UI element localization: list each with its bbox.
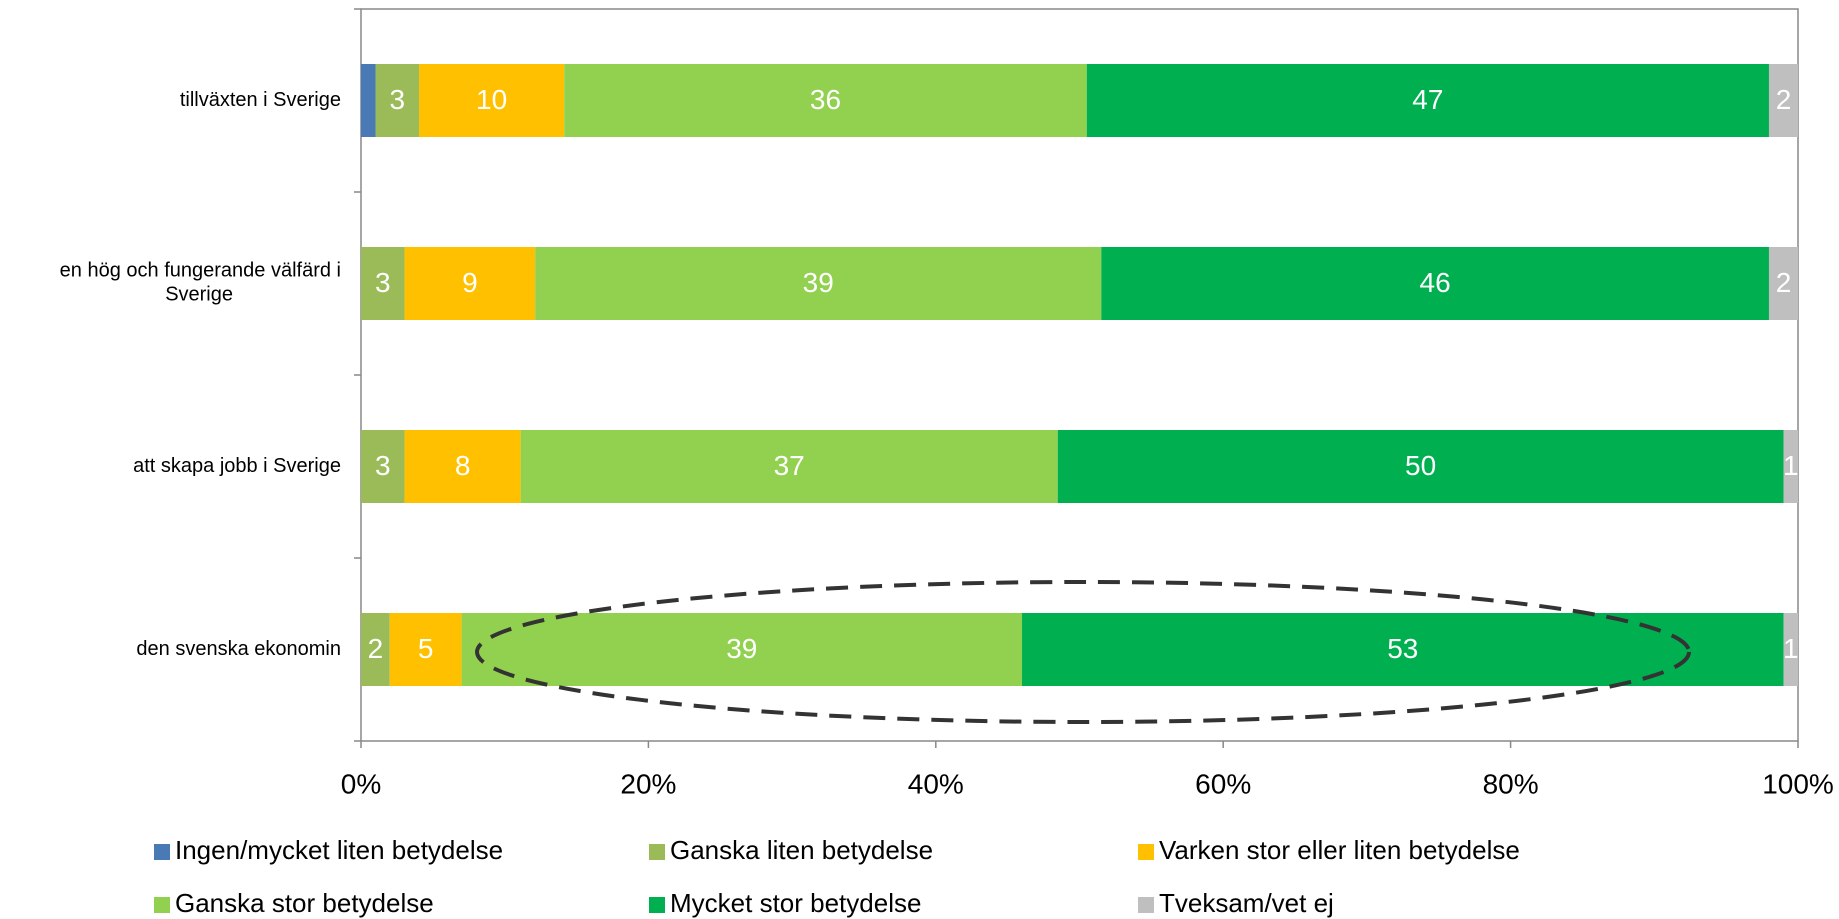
- bar-segment: [1086, 64, 1769, 137]
- bar-segment: [520, 430, 1058, 503]
- data-label: 9: [462, 267, 478, 298]
- data-label: 10: [476, 84, 507, 115]
- bar-segment: [535, 247, 1102, 320]
- x-tick-label: 20%: [620, 768, 676, 799]
- data-label: 8: [455, 450, 471, 481]
- y-tick-label: att skapa jobb i Sverige: [133, 455, 341, 477]
- bar-segment: [361, 613, 390, 686]
- bars: 3 10 36 47 23 9 39 46 23 8 37 50 12 5 39 53 1: [361, 64, 1799, 686]
- legend-swatch: [649, 897, 665, 913]
- bar-segment: [361, 247, 405, 320]
- data-label: 39: [803, 267, 834, 298]
- legend-label: Ingen/mycket liten betydelse: [175, 835, 503, 865]
- bar-segment: [1057, 430, 1784, 503]
- data-label: 3: [375, 267, 391, 298]
- data-label: 37: [774, 450, 805, 481]
- legend-swatch: [154, 897, 170, 913]
- data-label: 1: [1783, 450, 1799, 481]
- bar-segment: [1768, 64, 1798, 137]
- data-label: 39: [726, 633, 757, 664]
- data-label: 2: [368, 633, 384, 664]
- legend-label: Varken stor eller liten betydelse: [1159, 835, 1520, 865]
- x-tick-label: 0%: [341, 768, 381, 799]
- data-label: 3: [389, 84, 405, 115]
- legend-label: Ganska liten betydelse: [670, 835, 933, 865]
- data-label: 3: [375, 450, 391, 481]
- legend-swatch: [154, 844, 170, 860]
- bar-segment: [1101, 247, 1769, 320]
- x-tick-label: 100%: [1762, 768, 1834, 799]
- x-tick-label: 80%: [1483, 768, 1539, 799]
- bar-segment: [361, 64, 376, 137]
- legend-swatch: [649, 844, 665, 860]
- legend-label: Ganska stor betydelse: [175, 888, 434, 918]
- data-label: 2: [1776, 267, 1792, 298]
- bar-segment: [564, 64, 1087, 137]
- bar-segment: [1783, 613, 1798, 686]
- bar-segment: [404, 430, 521, 503]
- data-label: 36: [810, 84, 841, 115]
- legend-label: Mycket stor betydelse: [670, 888, 921, 918]
- bar-segment: [1783, 430, 1798, 503]
- data-label: 2: [1776, 84, 1792, 115]
- data-label: 47: [1412, 84, 1443, 115]
- legend-label: Tveksam/vet ej: [1159, 888, 1334, 918]
- data-label: 53: [1387, 633, 1418, 664]
- bar-segment: [461, 613, 1023, 686]
- x-tick-label: 60%: [1195, 768, 1251, 799]
- bar-segment: [389, 613, 462, 686]
- bar-segment: [404, 247, 536, 320]
- highlight-ellipse: [475, 580, 1691, 724]
- data-label: 1: [1783, 633, 1799, 664]
- y-tick-label: den svenska ekonomin: [136, 638, 341, 660]
- x-tick-label: 40%: [908, 768, 964, 799]
- bar-segment: [419, 64, 565, 137]
- bar-segment: [1768, 247, 1798, 320]
- y-tick-label: tillväxten i Sverige: [180, 89, 341, 111]
- legend-swatch: [1138, 897, 1154, 913]
- data-label: 50: [1405, 450, 1436, 481]
- data-label: 46: [1420, 267, 1451, 298]
- y-tick-label: en hög och fungerande välfärd i Sverige: [60, 260, 341, 306]
- data-label: 5: [418, 633, 434, 664]
- bar-segment: [375, 64, 420, 137]
- legend-swatch: [1138, 844, 1154, 860]
- bar-segment: [361, 430, 405, 503]
